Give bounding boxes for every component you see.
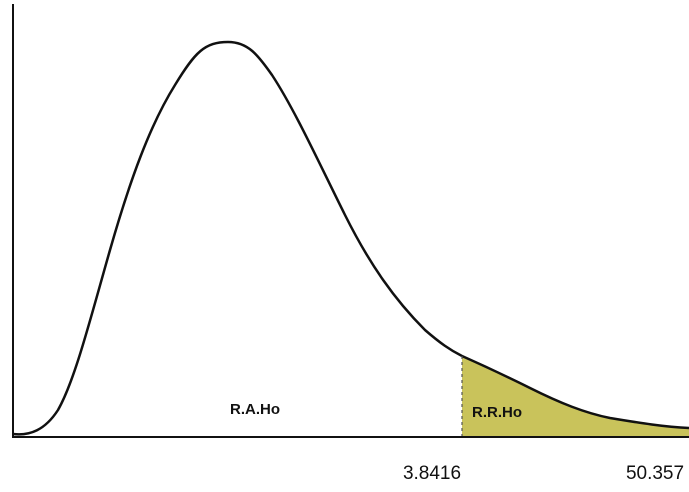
density-curve — [12, 40, 689, 436]
acceptance-label: R.A.Ho — [230, 401, 280, 418]
rejection-area — [462, 356, 689, 437]
critical-value-label: 3.8416 — [403, 463, 461, 484]
statistic-label: 50.357 — [626, 463, 684, 484]
rejection-label: R.R.Ho — [472, 404, 522, 421]
